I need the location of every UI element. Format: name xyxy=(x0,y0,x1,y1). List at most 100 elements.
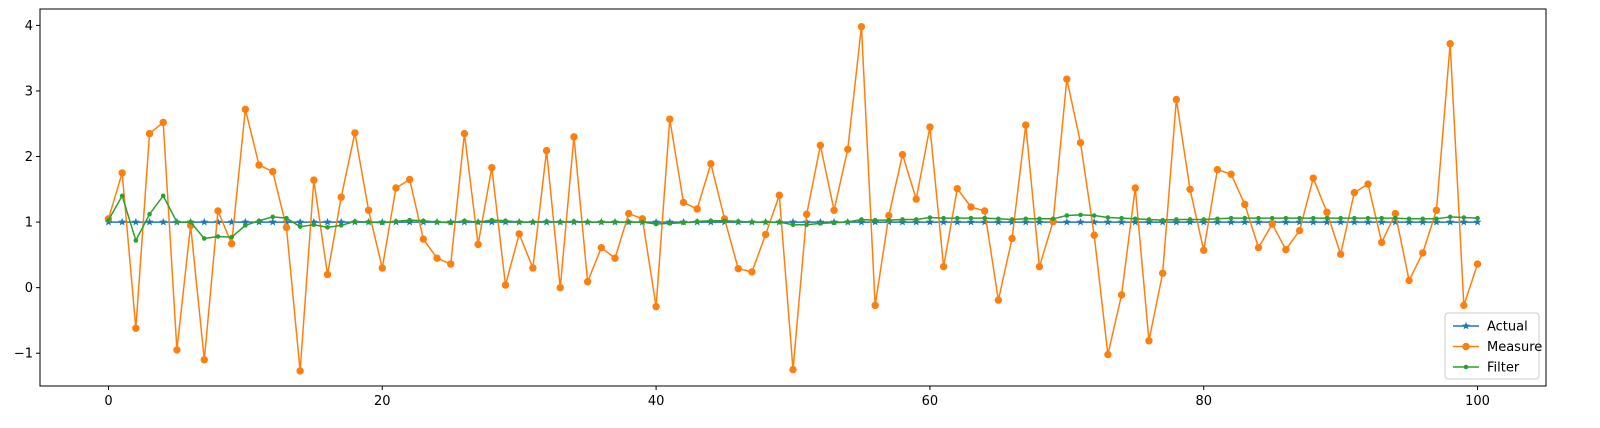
data-point-actual xyxy=(309,217,318,226)
data-point-filter xyxy=(256,218,262,224)
data-point-filter xyxy=(845,219,851,225)
data-point-filter xyxy=(160,193,166,199)
data-point-filter xyxy=(1338,215,1343,221)
data-point-filter xyxy=(1365,215,1371,221)
data-point-actual xyxy=(789,217,797,226)
data-point-measure xyxy=(460,129,469,138)
y-tick-label: 0 xyxy=(25,281,33,296)
data-point-filter xyxy=(927,215,933,220)
data-point-measure xyxy=(542,146,551,155)
data-point-measure xyxy=(255,161,263,169)
data-point-actual xyxy=(118,217,127,226)
data-point-actual xyxy=(1227,217,1236,226)
data-point-filter xyxy=(1475,215,1480,221)
data-point-actual xyxy=(1281,217,1290,226)
data-point-filter xyxy=(708,218,714,224)
data-point-filter xyxy=(544,219,549,224)
data-point-filter xyxy=(1050,216,1056,222)
data-point-measure xyxy=(1309,174,1317,182)
data-point-measure xyxy=(1213,165,1222,174)
data-point-actual xyxy=(227,217,236,226)
data-point-filter xyxy=(174,219,180,225)
data-point-measure xyxy=(1158,269,1167,277)
data-point-filter xyxy=(996,216,1001,222)
y-tick-label: 3 xyxy=(25,84,33,99)
legend-label-filter: Filter xyxy=(1487,361,1520,376)
data-point-actual xyxy=(980,217,989,226)
data-point-actual xyxy=(1350,217,1359,226)
data-point-measure xyxy=(227,240,236,248)
data-point-actual xyxy=(1377,217,1386,226)
data-point-measure xyxy=(1323,208,1331,216)
data-point-measure xyxy=(1432,206,1441,214)
data-point-measure xyxy=(337,193,345,201)
data-point-filter xyxy=(818,221,823,226)
data-point-filter xyxy=(1091,213,1097,218)
data-point-measure xyxy=(939,262,948,271)
data-point-actual xyxy=(268,217,277,226)
data-point-actual xyxy=(1076,217,1085,226)
data-point-filter xyxy=(1352,215,1357,221)
data-point-actual xyxy=(1035,217,1044,226)
data-point-measure xyxy=(679,198,688,207)
data-point-filter xyxy=(941,215,946,221)
legend-label-measure: Measure xyxy=(1487,340,1542,355)
data-point-filter xyxy=(763,219,768,225)
data-point-filter xyxy=(311,222,317,228)
data-point-filter xyxy=(1269,215,1275,221)
data-point-actual xyxy=(1418,217,1427,226)
data-point-measure xyxy=(419,235,428,243)
data-point-measure xyxy=(1008,234,1016,243)
data-point-filter xyxy=(215,234,221,239)
legend-marker-actual xyxy=(1462,321,1470,330)
data-point-filter xyxy=(1228,215,1234,221)
data-point-actual xyxy=(1364,217,1373,226)
data-point-filter xyxy=(133,238,139,243)
x-tick-label: 40 xyxy=(648,394,665,409)
data-point-actual xyxy=(282,217,291,226)
data-point-measure xyxy=(118,169,126,177)
data-point-actual xyxy=(1131,217,1140,226)
data-point-filter xyxy=(790,222,796,228)
data-point-measure xyxy=(638,215,647,223)
data-point-filter xyxy=(1064,213,1070,218)
data-point-measure xyxy=(1364,180,1372,188)
data-point-measure xyxy=(269,167,277,176)
data-point-measure xyxy=(515,230,523,238)
data-point-measure xyxy=(556,283,564,292)
data-point-filter xyxy=(1393,215,1398,221)
data-point-measure xyxy=(583,278,592,286)
data-point-actual xyxy=(1473,217,1482,226)
data-point-measure xyxy=(364,206,373,214)
data-point-measure xyxy=(1405,276,1413,285)
plot-area xyxy=(104,23,1482,375)
data-point-measure xyxy=(967,203,975,211)
data-point-filter xyxy=(106,217,111,223)
data-point-filter xyxy=(1406,216,1412,222)
data-point-measure xyxy=(159,118,167,127)
data-point-filter xyxy=(393,219,399,224)
data-point-measure xyxy=(1063,75,1071,83)
data-point-actual xyxy=(1254,217,1263,226)
data-point-measure xyxy=(1350,188,1359,197)
data-point-filter xyxy=(1242,215,1248,221)
x-tick-label: 20 xyxy=(374,394,391,409)
data-point-actual xyxy=(1322,217,1331,226)
data-point-measure xyxy=(953,184,961,193)
data-point-filter xyxy=(1119,215,1124,221)
data-point-actual xyxy=(1336,217,1345,226)
data-point-actual xyxy=(652,217,661,226)
data-point-actual xyxy=(1446,217,1455,226)
data-point-filter xyxy=(557,219,563,225)
data-point-filter xyxy=(1215,216,1220,222)
data-point-measure xyxy=(145,129,154,138)
data-point-measure xyxy=(912,195,920,203)
data-point-actual xyxy=(145,217,154,226)
data-point-measure xyxy=(296,367,304,375)
data-point-measure xyxy=(282,223,291,232)
data-point-measure xyxy=(132,324,140,333)
data-point-filter xyxy=(229,234,234,240)
series-line-measure xyxy=(107,25,1479,372)
data-point-filter xyxy=(749,219,755,225)
data-point-filter xyxy=(954,215,960,221)
